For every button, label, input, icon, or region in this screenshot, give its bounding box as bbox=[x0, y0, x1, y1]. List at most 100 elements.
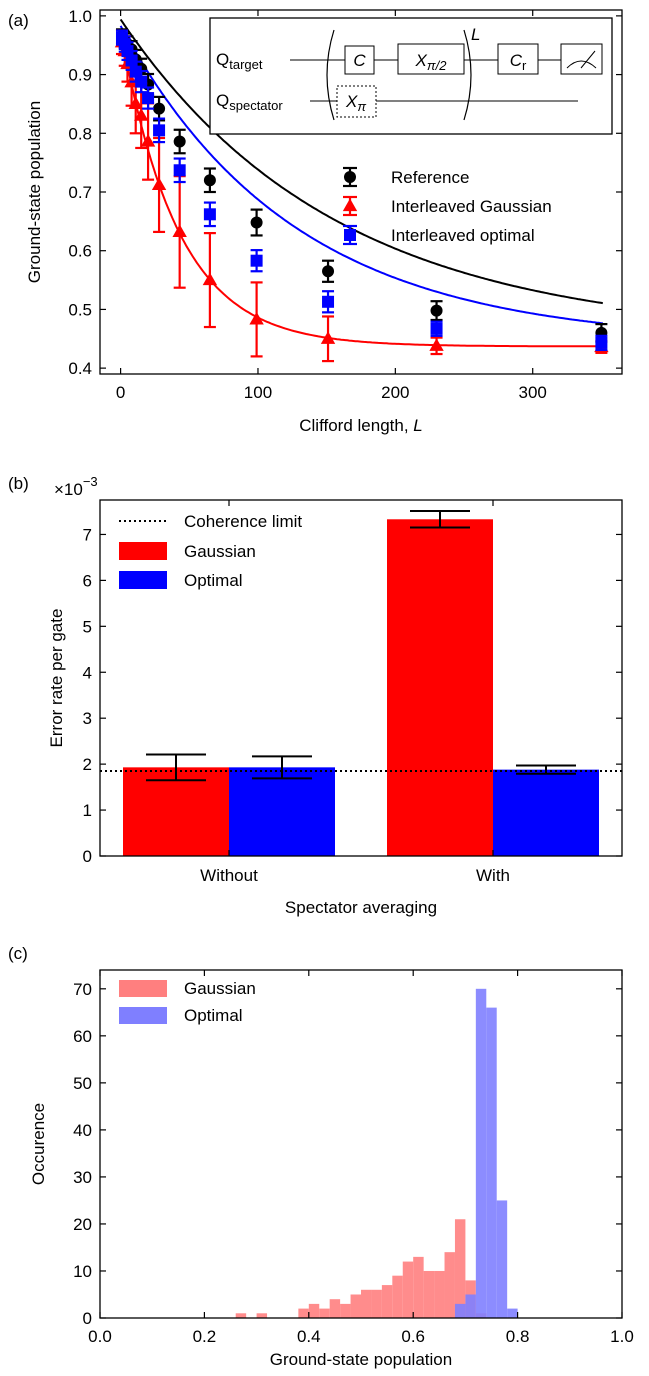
gate-cr-box bbox=[497, 43, 539, 75]
hist-bar-gaussian bbox=[402, 1261, 414, 1318]
legend-swatch-optimal bbox=[119, 1007, 167, 1024]
repeat-bracket-right bbox=[463, 29, 472, 121]
panel-b-ticks: 0 1 2 3 4 5 6 7 Without With bbox=[83, 500, 622, 885]
point-optimal bbox=[125, 54, 138, 67]
y-tick-label: 5 bbox=[83, 617, 92, 636]
fit-curve-reference bbox=[119, 18, 603, 305]
hist-bar-gaussian bbox=[392, 1275, 403, 1318]
legend-swatch-gaussian bbox=[119, 980, 167, 997]
hist-bar-gaussian bbox=[434, 1270, 445, 1318]
gate-cr: Cr bbox=[510, 51, 527, 73]
hist-bar-gaussian bbox=[329, 1299, 341, 1318]
legend-label-reference: Reference bbox=[391, 168, 469, 187]
hist-bar-optimal bbox=[475, 988, 487, 1318]
hist-bar-gaussian bbox=[371, 1289, 382, 1318]
y-tick-label: 0.7 bbox=[68, 183, 92, 202]
x-tick-label: Without bbox=[200, 866, 258, 885]
label-q-target-sub: target bbox=[229, 57, 263, 72]
y-tick-label: 0.6 bbox=[68, 242, 92, 261]
gate-x-half-main: X bbox=[415, 51, 428, 70]
gate-x-pi-box bbox=[336, 85, 377, 118]
x-tick-label: 0.2 bbox=[193, 1327, 217, 1346]
hist-bar-gaussian bbox=[350, 1294, 361, 1318]
x-tick-label: 1.0 bbox=[610, 1327, 634, 1346]
hist-bar-gaussian bbox=[319, 1308, 330, 1318]
label-q-target: Qtarget bbox=[216, 50, 263, 72]
point-gaussian bbox=[249, 311, 264, 325]
y-tick-label: 70 bbox=[73, 980, 92, 999]
point-optimal bbox=[135, 75, 148, 88]
point-gaussian bbox=[320, 331, 336, 344]
point-optimal bbox=[322, 295, 335, 308]
panel-a-xlabel: Clifford length, L bbox=[299, 416, 423, 435]
y-tick-label: 0.9 bbox=[68, 66, 92, 85]
fit-curve-optimal bbox=[119, 25, 603, 325]
legend-label-coherence: Coherence limit bbox=[184, 512, 302, 531]
gate-cr-sub: r bbox=[522, 58, 527, 73]
point-reference bbox=[250, 216, 263, 229]
panel-a-plot bbox=[114, 18, 609, 363]
measure-arc bbox=[566, 60, 597, 69]
gate-x-pi: Xπ bbox=[345, 92, 366, 114]
y-tick-label: 0 bbox=[83, 1309, 92, 1328]
legend-label-gaussian: Gaussian bbox=[184, 542, 256, 561]
x-tick-label: 0.6 bbox=[401, 1327, 425, 1346]
gate-x-pi-main: X bbox=[345, 92, 358, 111]
point-reference bbox=[430, 304, 443, 317]
point-reference bbox=[173, 135, 186, 148]
legend-label-gaussian: Gaussian bbox=[184, 979, 256, 998]
label-q-spectator-main: Q bbox=[216, 91, 229, 110]
label-q-target-main: Q bbox=[216, 50, 229, 69]
x-tick-label: 0 bbox=[116, 383, 125, 402]
panel-b-scale: ×10−3 bbox=[54, 474, 98, 499]
legend-swatch-optimal bbox=[119, 571, 167, 589]
legend-label-optimal: Interleaved optimal bbox=[391, 226, 535, 245]
x-tick-label: 300 bbox=[519, 383, 547, 402]
circuit-frame bbox=[209, 17, 613, 135]
label-q-spectator-sub: spectator bbox=[229, 98, 283, 113]
point-gaussian bbox=[151, 177, 167, 191]
gate-cr-main: C bbox=[510, 51, 523, 70]
point-gaussian bbox=[134, 108, 149, 121]
panel-a-xlabel-text: Clifford length, bbox=[299, 416, 413, 435]
fit-curve-gaussian bbox=[119, 29, 603, 348]
x-tick-label: 0.0 bbox=[88, 1327, 112, 1346]
x-tick-label: 0.4 bbox=[297, 1327, 321, 1346]
legend-swatch-gaussian bbox=[119, 542, 167, 560]
point-gaussian bbox=[128, 96, 143, 110]
point-optimal bbox=[142, 92, 155, 105]
hist-bar-optimal bbox=[465, 1294, 476, 1318]
gate-x-half: Xπ/2 bbox=[415, 51, 448, 73]
panel-c-legend: Gaussian Optimal bbox=[119, 979, 256, 1025]
y-tick-label: 60 bbox=[73, 1027, 92, 1046]
hist-bar-optimal bbox=[454, 1303, 466, 1318]
y-tick-label: 40 bbox=[73, 1121, 92, 1140]
hist-bar-gaussian bbox=[381, 1285, 393, 1318]
point-gaussian bbox=[202, 272, 218, 286]
panel-a-legend: Reference Interleaved Gaussian Interleaved… bbox=[342, 166, 552, 246]
panel-b-scale-exp: −3 bbox=[83, 474, 98, 489]
y-tick-label: 0.8 bbox=[68, 124, 92, 143]
repeat-bracket-left bbox=[326, 29, 335, 121]
y-tick-label: 3 bbox=[83, 709, 92, 728]
measure-box bbox=[560, 43, 603, 75]
point-reference bbox=[203, 174, 216, 187]
y-tick-label: 7 bbox=[83, 525, 92, 544]
gate-x-half-box bbox=[397, 43, 465, 75]
panel-b-ylabel: Error rate per gate bbox=[47, 609, 66, 748]
point-gaussian bbox=[429, 338, 444, 351]
hist-bar-optimal bbox=[507, 1308, 518, 1318]
legend-label-optimal: Optimal bbox=[184, 1006, 243, 1025]
hist-bar-optimal bbox=[496, 1200, 508, 1318]
point-reference bbox=[153, 102, 166, 115]
bar-gaussian-without bbox=[123, 767, 229, 856]
hist-bar-gaussian bbox=[423, 1270, 435, 1318]
y-tick-label: 1.0 bbox=[68, 7, 92, 26]
hist-bar-gaussian bbox=[413, 1256, 424, 1318]
panel-c: (c) 0.0 0.2 0.4 0.6 0.8 1.0 0 10 20 30 40 50 60 70 Oc… bbox=[8, 944, 634, 1369]
measure-needle bbox=[580, 50, 596, 69]
hist-bar-gaussian bbox=[454, 1219, 466, 1318]
panel-c-ticks: 0.0 0.2 0.4 0.6 0.8 1.0 0 10 20 30 40 50 60 70 bbox=[73, 970, 634, 1346]
point-optimal bbox=[153, 124, 166, 137]
